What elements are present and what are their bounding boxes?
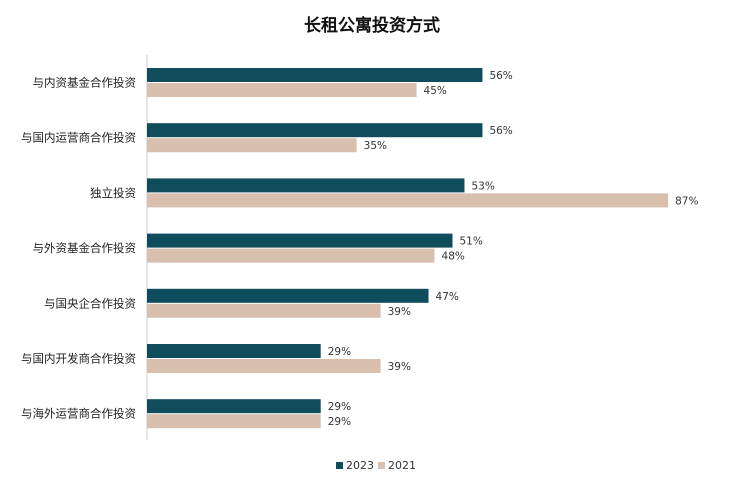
bar-2021 [147,414,321,429]
data-label: 87% [675,195,698,207]
bars-group: 与内资基金合作投资 56% 45% 与国内运营商合作投资 56% 35% 独立投资 53% 87… [21,68,698,429]
bar-2023 [147,233,453,248]
bar-2021 [147,248,435,263]
bar-2023 [147,288,429,303]
category-label: 与国央企合作投资 [44,296,136,310]
data-label: 39% [388,306,411,318]
data-label: 29% [328,401,351,413]
bar-2023 [147,344,321,358]
data-label: 53% [471,180,494,192]
legend-label: 2021 [388,459,416,472]
bar-2023 [147,399,321,414]
data-label: 56% [489,125,512,137]
bar-2021 [147,359,381,373]
data-label: 39% [388,361,411,373]
legend-swatch-2023 [336,462,343,469]
category-label: 与内资基金合作投资 [33,76,137,90]
bar-2021 [147,303,381,318]
data-label: 48% [442,251,465,263]
legend-label: 2023 [346,459,374,472]
bar-2021 [147,138,357,153]
bar-2023 [147,178,465,193]
category-label: 与海外运营商合作投资 [21,407,136,421]
bar-2021 [147,193,669,208]
chart-title: 长租公寓投资方式 [304,15,440,36]
category-label: 与外资基金合作投资 [33,241,137,255]
category-label: 与国内开发商合作投资 [21,352,136,366]
bar-2023 [147,123,483,138]
legend: 2023 2021 [336,459,416,472]
data-label: 56% [489,70,512,82]
data-label: 45% [424,85,447,97]
data-label: 47% [436,291,459,303]
bar-2021 [147,83,417,97]
data-label: 51% [459,236,482,248]
category-label: 与国内运营商合作投资 [21,131,136,145]
category-label: 独立投资 [90,186,136,200]
data-label: 35% [364,140,387,152]
bar-2023 [147,68,483,82]
data-label: 29% [328,346,351,358]
data-label: 29% [328,416,351,428]
legend-swatch-2021 [378,462,385,469]
